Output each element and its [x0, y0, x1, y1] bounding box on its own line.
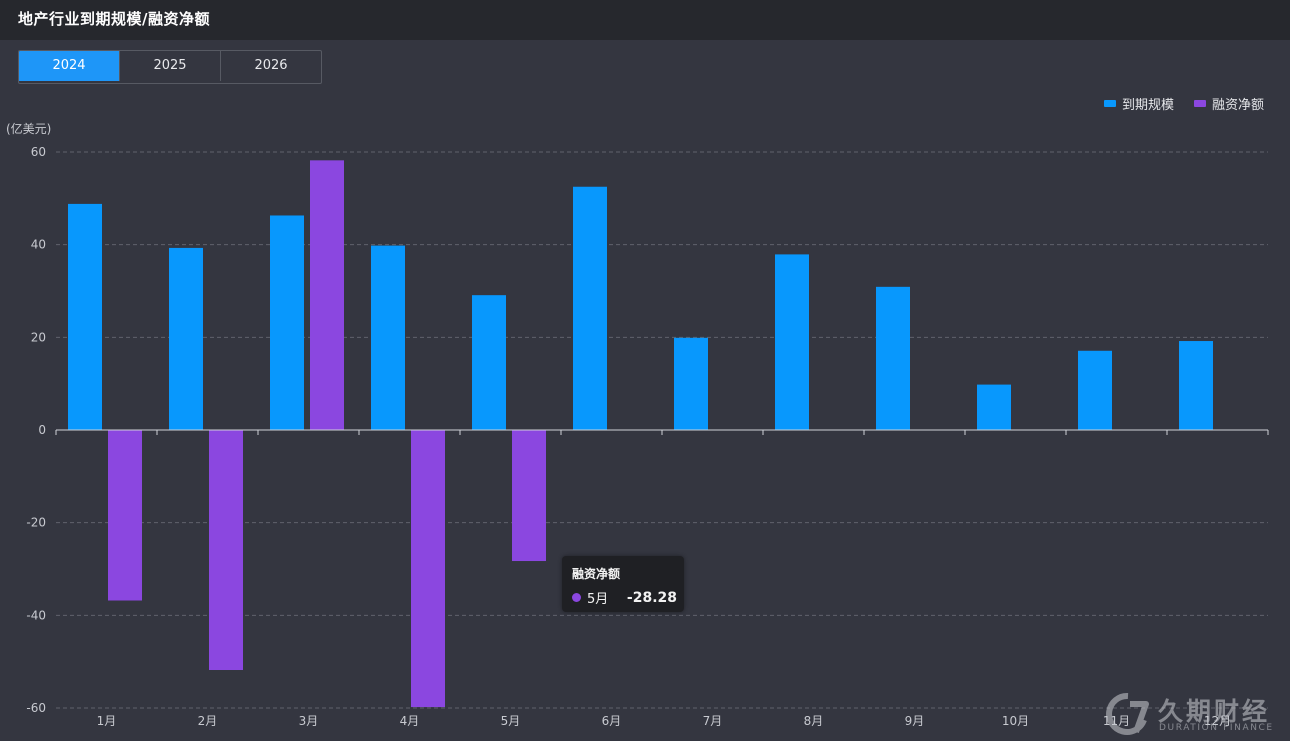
watermark-logo: 久期财经 DURATION FINANCE — [1100, 690, 1286, 736]
bar-maturity[interactable] — [876, 286, 910, 430]
watermark-cn: 久期财经 — [1158, 697, 1271, 726]
bar-maturity[interactable] — [977, 384, 1011, 430]
bar-net-financing[interactable] — [512, 430, 546, 562]
tooltip-label: 5月 — [587, 592, 609, 607]
grid-lines — [56, 151, 1268, 709]
x-axis: 1月 2月 3月 4月 5月 6月 7月 8月 9月 10月 11月 12月 — [55, 429, 1269, 728]
tooltip: 融资净额 5月 -28.28 — [562, 556, 684, 612]
y-axis-unit-label: (亿美元) — [6, 121, 51, 136]
bar-maturity[interactable] — [169, 247, 203, 430]
header-bar: 地产行业到期规模/融资净额 — [0, 0, 1290, 40]
legend-swatch-maturity — [1103, 100, 1116, 107]
x-tick-label: 10月 — [1002, 714, 1029, 728]
bar-maturity[interactable] — [68, 203, 102, 430]
bar-maturity[interactable] — [1078, 350, 1112, 430]
bar-net-financing[interactable] — [108, 430, 142, 601]
bar-maturity[interactable] — [371, 245, 405, 430]
bar-net-financing[interactable] — [310, 160, 344, 430]
y-tick-label: -60 — [26, 701, 46, 715]
legend-label-net-financing: 融资净额 — [1211, 98, 1264, 113]
y-tick-label: 60 — [31, 145, 46, 159]
y-tick-label: 40 — [31, 238, 46, 252]
bar-maturity[interactable] — [1179, 341, 1213, 430]
x-tick-label: 4月 — [400, 714, 420, 728]
tab-2025[interactable]: 2025 — [120, 51, 221, 81]
bar-maturity[interactable] — [775, 254, 809, 430]
bars — [68, 160, 1213, 708]
y-axis-ticks: 60 40 20 0 -20 -40 -60 — [26, 145, 46, 715]
y-tick-label: 20 — [31, 330, 46, 344]
y-tick-label: -40 — [26, 608, 46, 622]
watermark-en: DURATION FINANCE — [1159, 723, 1274, 733]
x-tick-label: 2月 — [198, 714, 218, 728]
x-tick-label: 6月 — [602, 714, 622, 728]
bar-maturity[interactable] — [472, 295, 506, 430]
bar-net-financing[interactable] — [411, 430, 445, 708]
tooltip-title: 融资净额 — [572, 567, 621, 581]
chart-legend: 到期规模 融资净额 — [1084, 94, 1264, 113]
logo-mark-icon — [1106, 692, 1149, 735]
tooltip-row: 5月 -28.28 — [572, 588, 677, 607]
tooltip-value: -28.28 — [626, 589, 677, 606]
legend-swatch-net-financing — [1193, 100, 1206, 107]
x-tick-label: 8月 — [804, 714, 824, 728]
bar-maturity[interactable] — [573, 186, 607, 430]
x-tick-label: 5月 — [501, 714, 521, 728]
tab-2026[interactable]: 2026 — [254, 58, 288, 73]
x-tick-label: 7月 — [703, 714, 723, 728]
legend-item-net-financing[interactable]: 融资净额 — [1193, 94, 1264, 113]
legend-item-maturity[interactable]: 到期规模 — [1103, 94, 1174, 113]
x-tick-label: 12月 — [1204, 714, 1231, 728]
y-tick-label: -20 — [26, 516, 46, 530]
x-tick-label: 9月 — [905, 714, 925, 728]
x-tick-label: 1月 — [97, 714, 117, 728]
year-tabs: 2024 2025 2026 — [18, 50, 322, 84]
tab-2024[interactable]: 2024 — [19, 51, 120, 81]
legend-label-maturity: 到期规模 — [1121, 98, 1174, 113]
bar-maturity[interactable] — [674, 337, 708, 430]
page-title: 地产行业到期规模/融资净额 — [18, 10, 210, 28]
y-tick-label: 0 — [38, 423, 46, 437]
x-tick-label: 3月 — [299, 714, 319, 728]
bar-net-financing[interactable] — [209, 430, 243, 671]
tooltip-dot — [572, 593, 581, 602]
bar-maturity[interactable] — [270, 215, 304, 430]
